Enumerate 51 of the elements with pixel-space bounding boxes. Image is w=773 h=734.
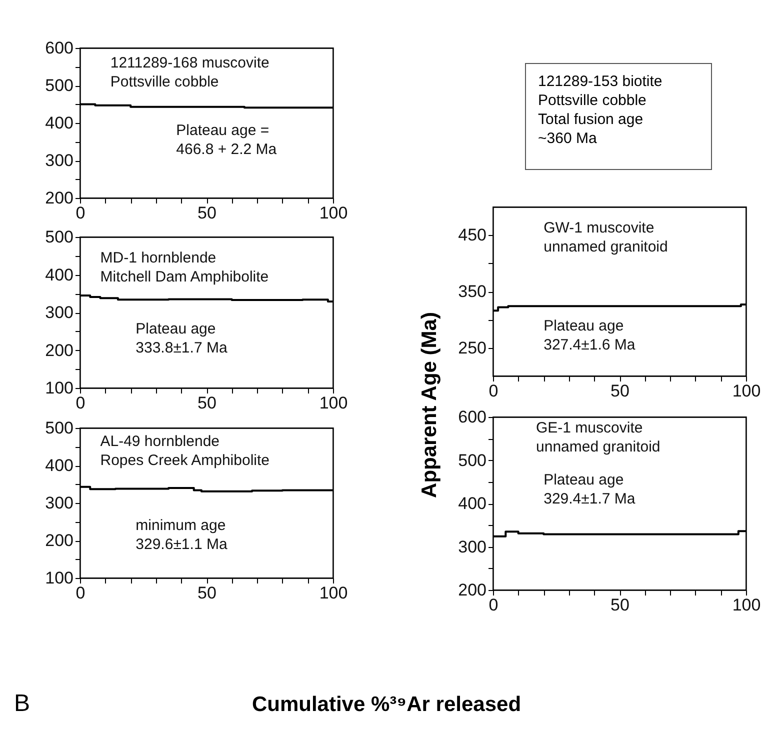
annotation: Plateau age 333.8±1.7 Ma [136, 320, 228, 357]
y-tick-label: 300 [45, 303, 74, 322]
y-tick-label: 100 [45, 568, 74, 588]
y-tick-label: 500 [45, 418, 74, 438]
text: B [14, 690, 30, 718]
y-tick-label: 200 [458, 580, 486, 600]
annotation: AL-49 hornblende Ropes Creek Amphibolite [100, 433, 270, 469]
y-tick-label: 600 [458, 408, 486, 426]
y-tick-label: 300 [45, 494, 74, 512]
y-tick-label: 500 [45, 76, 74, 95]
text: Cumulative %³⁹Ar released [252, 693, 522, 716]
y-tick-label: 600 [45, 38, 74, 58]
annotation: GW-1 muscovite unnamed granitoid [544, 220, 668, 256]
y-tick-label: 400 [458, 494, 486, 513]
x-tick-label: 100 [319, 204, 348, 222]
y-tick-label: 300 [45, 151, 74, 170]
x-tick-label: 50 [610, 382, 630, 400]
x-tick-label: 100 [732, 596, 761, 614]
annotation: MD-1 hornblende Mitchell Dam Amphibolite [100, 250, 269, 286]
x-tick-label: 0 [76, 584, 86, 602]
y-tick-label: 400 [45, 456, 74, 475]
y-tick-label: 450 [458, 226, 486, 245]
text: 121289-153 biotite Pottsville cobble Total fusion age ~360 Ma [525, 63, 712, 170]
x-tick-label: 50 [610, 596, 630, 614]
x-tick-label: 0 [488, 382, 498, 400]
x-tick-label: 0 [488, 596, 498, 614]
x-tick-label: 50 [198, 584, 216, 602]
y-tick-label: 400 [45, 114, 74, 132]
y-tick-label: 400 [45, 265, 74, 284]
x-tick-label: 100 [732, 382, 761, 400]
x-tick-label: 50 [198, 204, 216, 222]
y-tick-label: 350 [458, 282, 486, 301]
x-tick-label: 100 [319, 584, 348, 602]
text: Apparent Age (Ma) [418, 312, 442, 498]
annotation: minimum age 329.6±1.1 Ma [136, 517, 228, 553]
x-tick-label: 0 [76, 204, 86, 222]
y-tick-label: 500 [45, 228, 74, 246]
x-tick-label: 100 [319, 394, 348, 412]
y-tick-label: 200 [45, 188, 74, 208]
annotation: Plateau age = 466.8 + 2.2 Ma [176, 122, 278, 158]
y-tick-label: 200 [45, 340, 74, 360]
annotation: Plateau age 327.4±1.6 Ma [544, 318, 636, 354]
annotation: Plateau age 329.4±1.7 Ma [544, 471, 636, 508]
x-tick-label: 50 [198, 394, 216, 412]
y-tick-label: 200 [45, 531, 74, 550]
y-tick-label: 300 [458, 537, 486, 556]
annotation: 1211289-168 muscovite Pottsville cobble [110, 54, 270, 90]
y-tick-label: 500 [458, 450, 486, 470]
x-tick-label: 0 [76, 394, 86, 412]
y-tick-label: 250 [458, 338, 486, 358]
annotation: GE-1 muscovite unnamed granitoid [536, 419, 660, 456]
